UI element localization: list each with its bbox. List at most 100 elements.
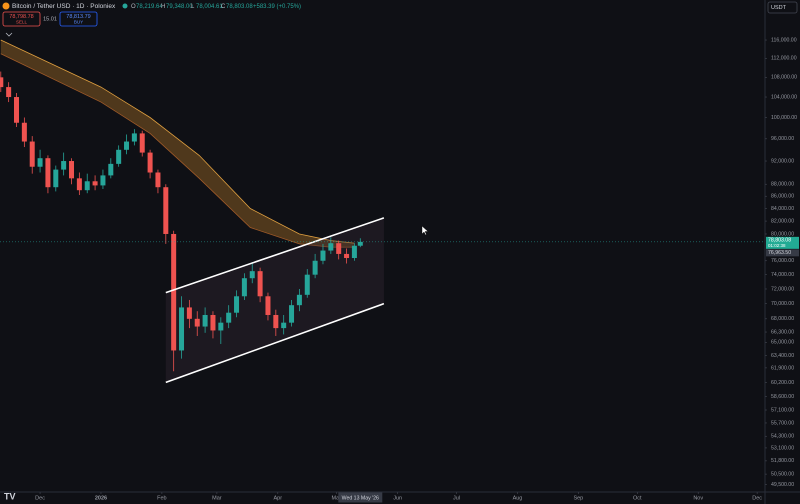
candle-body <box>289 305 295 323</box>
candle-body <box>6 87 12 98</box>
candle-body <box>249 271 255 279</box>
sell-button[interactable] <box>2 11 41 27</box>
candle-body <box>14 97 20 123</box>
ribbon-fill <box>0 40 355 248</box>
y-tick-label: 72,000.00 <box>771 286 794 292</box>
candle-body <box>69 161 75 179</box>
y-tick-label: 84,000.00 <box>771 206 794 212</box>
ohlc-value: 78,219.64 <box>136 4 163 10</box>
x-tick-label: 2026 <box>95 495 107 501</box>
buy-price[interactable]: 78,813.79 <box>66 14 90 20</box>
candle-body <box>304 274 310 295</box>
y-tick-label: 55,700.00 <box>771 420 794 426</box>
y-tick-label: 65,000.00 <box>771 340 794 346</box>
y-tick-label: 112,000.00 <box>771 56 797 62</box>
candle-body <box>320 250 326 261</box>
last-price: 78,803.08 <box>768 238 791 244</box>
countdown: 01:02:38 <box>768 243 786 248</box>
ohlc-value: 78,803.08 <box>226 4 253 10</box>
y-tick-label: 68,000.00 <box>771 316 794 322</box>
y-tick-label: 100,000.00 <box>771 115 797 121</box>
y-tick-label: 60,200.00 <box>771 380 794 386</box>
candle-body <box>147 152 153 173</box>
ribbon-upper <box>0 39 355 244</box>
crosshair-date: Wed 13 May '26 <box>342 495 379 501</box>
candle-body <box>92 181 98 186</box>
candle-body <box>351 245 357 259</box>
x-tick-label: Jul <box>453 495 460 501</box>
buy-button[interactable] <box>59 11 98 27</box>
candle-body <box>265 296 271 315</box>
candle-body <box>139 133 145 153</box>
ohlc-value: 79,348.00 <box>166 4 193 10</box>
x-tick-label: Dec <box>752 495 762 501</box>
ohlc-key: O <box>131 4 136 10</box>
ohlc-readout: O 78,219.64H 79,348.00L 78,004.61C 78,803.08 <box>131 4 253 10</box>
y-tick-label: 92,000.00 <box>771 158 794 164</box>
y-tick-label: 96,000.00 <box>771 136 794 142</box>
candle-body <box>202 314 208 327</box>
symbol-title: Bitcoin / Tether USD · 1D · Poloniex <box>12 3 116 10</box>
market-status <box>122 3 128 9</box>
ohlc-key: H <box>161 4 165 10</box>
candle-body <box>281 322 287 329</box>
y-tick-label: 53,100.00 <box>771 445 794 451</box>
sell-label[interactable]: SELL <box>16 20 28 25</box>
ohlc-key: L <box>191 4 195 10</box>
y-tick-label: 51,800.00 <box>771 458 794 464</box>
x-tick-label: Apr <box>274 495 283 501</box>
y-tick-label: 116,000.00 <box>771 37 797 43</box>
collapse-icon[interactable] <box>5 32 13 37</box>
x-tick-label: Sep <box>573 495 583 501</box>
candle-body <box>76 178 82 191</box>
candle-body <box>336 243 342 254</box>
currency[interactable]: USDT <box>771 5 787 11</box>
candle-body <box>155 172 161 188</box>
y-tick-label: 58,600.00 <box>771 394 794 400</box>
candle-body <box>218 322 224 331</box>
candle-body <box>186 307 192 319</box>
candle-body <box>179 307 185 351</box>
y-tick-label: 50,500.00 <box>771 472 794 478</box>
channel-line <box>165 302 385 384</box>
crosshair-price: 76,963.50 <box>768 250 791 256</box>
y-tick-label: 88,000.00 <box>771 182 794 188</box>
candle-body <box>116 149 122 164</box>
crosshair-date-box <box>338 492 383 503</box>
candle-body <box>163 187 169 234</box>
y-tick-label: 76,000.00 <box>771 258 794 264</box>
candle-body <box>210 314 216 331</box>
sell-price[interactable]: 78,798.78 <box>9 14 33 20</box>
x-tick-label: Mar <box>212 495 222 501</box>
candle-body <box>53 169 59 188</box>
candle-body <box>257 271 263 297</box>
candle-body <box>37 158 43 167</box>
ohlc-value: 78,004.61 <box>196 4 223 10</box>
candle-body <box>61 161 67 170</box>
candle-body <box>0 77 4 88</box>
y-tick-label: 57,100.00 <box>771 407 794 413</box>
ohlc-key: C <box>221 4 226 10</box>
logo: TV <box>4 491 16 501</box>
candle-body <box>328 243 334 251</box>
currency-selector[interactable] <box>767 1 798 14</box>
candle-body <box>21 122 27 142</box>
buy-label[interactable]: BUY <box>74 20 83 25</box>
candle-body <box>171 233 177 351</box>
candle-body <box>45 158 51 188</box>
y-tick-label: 49,500.00 <box>771 482 794 488</box>
channel-fill <box>165 217 384 383</box>
candle-body <box>241 278 247 297</box>
y-tick-label: 74,000.00 <box>771 272 794 278</box>
y-tick-label: 63,400.00 <box>771 353 794 359</box>
channel-line <box>165 217 385 294</box>
candle-body <box>100 175 106 186</box>
y-tick-label: 80,000.00 <box>771 231 794 237</box>
candle-body <box>234 296 240 313</box>
spread: 15.01 <box>43 16 57 22</box>
x-tick-label: Dec <box>35 495 45 501</box>
candle-body <box>296 294 302 306</box>
